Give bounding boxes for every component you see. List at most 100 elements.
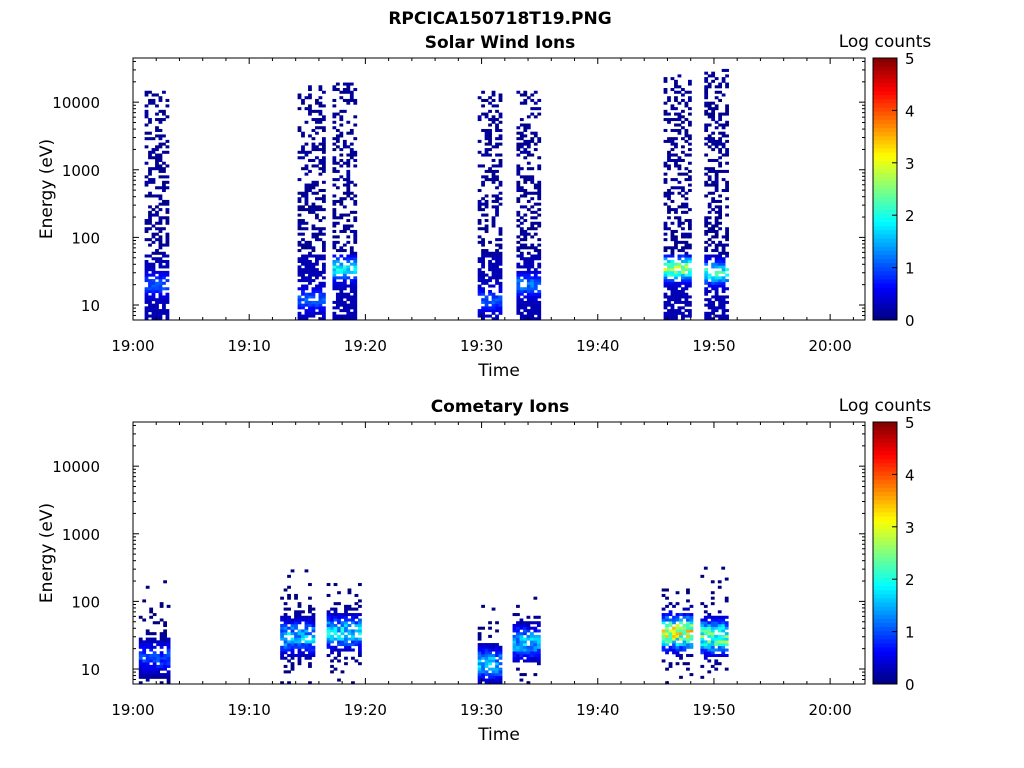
spectrogram-cell	[151, 167, 156, 171]
spectrogram-cell	[684, 131, 689, 135]
spectrogram-cell	[725, 107, 729, 111]
spectrogram-cell	[151, 156, 156, 160]
colorbar-segment	[873, 503, 897, 509]
spectrogram-cell	[311, 613, 316, 617]
spectrogram-cell	[339, 109, 344, 113]
spectrogram-cell	[304, 191, 309, 195]
spectrogram-cell	[516, 210, 521, 214]
spectrogram-cell	[326, 643, 331, 647]
spectrogram-cell	[714, 139, 719, 143]
spectrogram-cell	[711, 284, 716, 288]
spectrogram-cell	[714, 249, 719, 253]
spectrogram-cell	[337, 618, 341, 622]
spectrogram-cell	[148, 265, 152, 269]
spectrogram-cell	[721, 235, 726, 239]
spectrogram-cell	[530, 276, 535, 280]
spectrogram-cell	[533, 634, 538, 638]
spectrogram-cell	[530, 306, 535, 310]
spectrogram-cell	[155, 276, 159, 280]
spectrogram-cell	[661, 643, 666, 647]
spectrogram-cell	[516, 246, 521, 250]
spectrogram-cell	[318, 161, 323, 165]
spectrogram-cell	[537, 265, 542, 269]
spectrogram-cell	[297, 303, 302, 307]
spectrogram-cell	[294, 643, 298, 647]
spectrogram-cell	[674, 79, 678, 83]
spectrogram-cell	[703, 615, 708, 619]
spectrogram-cell	[322, 169, 326, 173]
spectrogram-cell	[165, 262, 170, 266]
spectrogram-cell	[297, 221, 302, 225]
colorbar-segment	[873, 589, 897, 595]
spectrogram-cell	[315, 180, 319, 184]
spectrogram-cell	[346, 240, 351, 244]
spectrogram-cell	[165, 254, 170, 258]
spectrogram-cell	[354, 640, 359, 644]
colorbar-tick-label: 2	[905, 207, 915, 225]
spectrogram-cell	[155, 227, 159, 231]
spectrogram-cell	[151, 298, 156, 302]
spectrogram-cell	[297, 610, 302, 614]
spectrogram-cell	[668, 645, 673, 649]
spectrogram-cell	[308, 300, 312, 304]
spectrogram-cell	[533, 90, 538, 94]
spectrogram-cell	[688, 259, 692, 263]
spectrogram-cell	[308, 643, 312, 647]
spectrogram-cell	[668, 662, 673, 666]
spectrogram-cell	[156, 656, 161, 660]
spectrogram-cell	[145, 673, 150, 677]
spectrogram-cell	[707, 659, 712, 663]
spectrogram-cell	[481, 311, 485, 315]
spectrogram-cell	[519, 167, 524, 171]
spectrogram-cell	[283, 615, 288, 619]
spectrogram-cell	[149, 656, 154, 660]
spectrogram-cell	[162, 150, 166, 154]
spectrogram-cell	[523, 148, 528, 152]
colorbar-tick-label: 4	[905, 102, 915, 120]
spectrogram-cell	[495, 104, 499, 108]
spectrogram-cell	[721, 289, 726, 294]
spectrogram-cell	[162, 270, 166, 274]
spectrogram-cell	[718, 306, 722, 310]
spectrogram-cell	[138, 667, 143, 671]
spectrogram-cell	[718, 216, 722, 220]
spectrogram-cell	[332, 300, 337, 304]
spectrogram-cell	[495, 667, 499, 671]
spectrogram-cell	[311, 287, 316, 291]
spectrogram-cell	[537, 137, 542, 141]
spectrogram-cell	[301, 289, 305, 294]
spectrogram-cell	[155, 289, 159, 294]
spectrogram-cell	[301, 243, 305, 247]
spectrogram-cell	[481, 648, 485, 652]
spectrogram-cell	[498, 246, 503, 250]
spectrogram-cell	[670, 178, 675, 182]
spectrogram-cell	[682, 626, 687, 630]
spectrogram-cell	[283, 607, 288, 611]
spectrogram-cell	[332, 120, 337, 124]
spectrogram-cell	[677, 101, 682, 105]
spectrogram-cell	[158, 262, 163, 266]
spectrogram-cell	[322, 232, 326, 236]
spectrogram-cell	[686, 645, 690, 649]
spectrogram-cell	[523, 303, 528, 307]
spectrogram-cell	[318, 101, 323, 105]
spectrogram-cell	[516, 169, 521, 173]
spectrogram-cell	[158, 289, 163, 294]
spectrogram-cell	[675, 648, 680, 652]
spectrogram-cell	[537, 292, 542, 296]
spectrogram-cell	[151, 295, 156, 299]
spectrogram-cell	[679, 675, 683, 679]
spectrogram-cell	[301, 221, 305, 225]
spectrogram-cell	[349, 284, 354, 288]
spectrogram-cell	[495, 268, 499, 272]
spectrogram-cell	[148, 303, 152, 307]
spectrogram-cell	[530, 112, 535, 116]
spectrogram-cell	[481, 279, 485, 283]
spectrogram-cell	[498, 137, 503, 141]
spectrogram-cell	[495, 295, 499, 299]
spectrogram-cell	[311, 109, 316, 113]
spectrogram-cell	[337, 653, 341, 658]
spectrogram-cell	[667, 309, 671, 313]
spectrogram-cell	[526, 96, 531, 100]
spectrogram-cell	[149, 670, 154, 674]
